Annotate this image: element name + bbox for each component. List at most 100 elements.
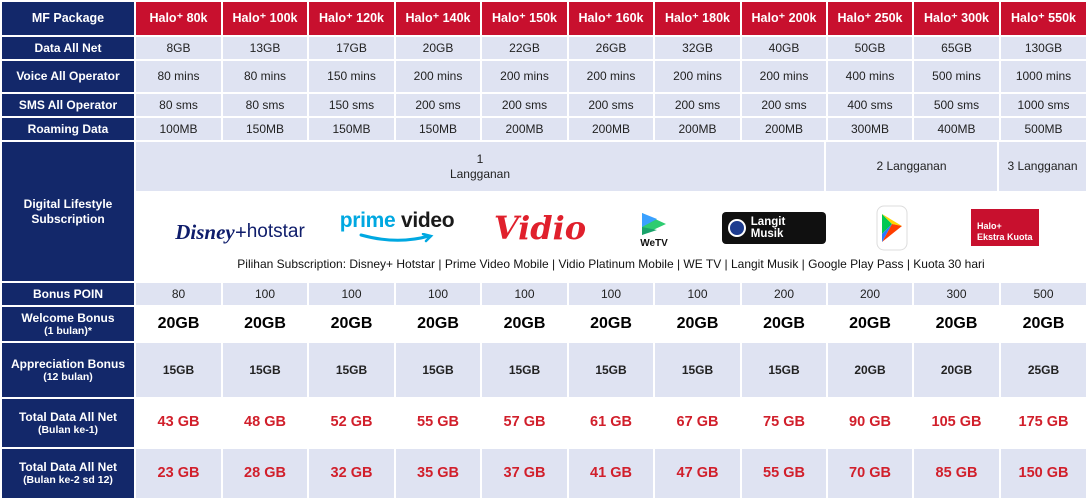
cell-value: 300 [946,286,967,301]
cell-value: 15GB [508,362,541,377]
cell-value: 500 sms [933,97,980,112]
cell-value: 8GB [166,40,191,55]
cell-value: 200MB [764,121,804,136]
cell-value: 200 mins [413,69,463,84]
cell-value: 1000 mins [1015,69,1072,84]
cell-value: 35 GB [417,464,459,481]
package-header-4: Halo⁺ 140k [396,2,480,35]
cell-value: 55 GB [763,464,805,481]
langit-circle-icon [728,219,746,237]
row-roaming-cell-9: 300MB [828,118,912,140]
row-data-all-net-cell-3: 17GB [309,37,394,59]
lifestyle-label-cell: Digital Lifestyle Subscription [2,142,134,281]
package-name: Halo⁺ 180k [665,11,730,25]
row-welcome-cell-11: 20GB [1001,307,1086,341]
row-label-appreciation: Appreciation Bonus (12 bulan) [2,343,134,397]
row-total2-cell-4: 35 GB [396,449,480,498]
row-label-total1: Total Data All Net (Bulan ke-1) [2,399,134,447]
row-appreciation-cell-6: 15GB [569,343,653,397]
row-roaming-cell-6: 200MB [569,118,653,140]
google-play-pass-icon [876,205,908,251]
cell-value: 150MB [418,121,458,136]
row-sms-cell-8: 200 sms [742,94,826,116]
row-voice-cell-4: 200 mins [396,61,480,92]
package-header-8: Halo⁺ 200k [742,2,826,35]
row-label-sms: SMS All Operator [2,94,134,116]
lifestyle-label-line1: Digital Lifestyle [23,197,113,212]
row-label-text: Welcome Bonus [21,310,115,325]
row-roaming-cell-3: 150MB [309,118,394,140]
row-sms-cell-3: 150 sms [309,94,394,116]
row-label-text: Appreciation Bonus [10,356,125,371]
row-voice-cell-9: 400 mins [828,61,912,92]
package-name: Halo⁺ 300k [924,11,989,25]
logos-area [136,193,1086,281]
cell-value: 100MB [159,121,198,136]
cell-value: 100 [427,286,449,301]
package-name: Halo⁺ 160k [578,11,644,25]
cell-value: 48 GB [244,414,286,431]
cell-value: 70 GB [849,464,891,481]
google-play-pass-logo [872,203,912,253]
row-voice-cell-5: 200 mins [482,61,567,92]
package-header-7: Halo⁺ 180k [655,2,740,35]
cell-value: 20GB [417,315,459,333]
cell-value: 17GB [336,40,367,55]
row-appreciation-cell-2: 15GB [223,343,307,397]
package-name: Halo⁺ 550k [1011,11,1076,25]
package-name: Halo⁺ 80k [149,11,208,25]
row-total1-cell-10: 105 GB [914,399,999,447]
row-voice-cell-2: 80 mins [223,61,307,92]
cell-value: 200MB [591,121,631,136]
cell-value: 23 GB [157,464,200,481]
cell-value: 32GB [682,40,713,55]
cell-value: 80 sms [159,97,198,112]
cell-value: 20GB [157,315,200,333]
row-sms-cell-4: 200 sms [396,94,480,116]
package-name: Halo⁺ 200k [751,11,817,25]
cell-value: 20GB [849,315,891,333]
row-appreciation-cell-3: 15GB [309,343,394,397]
row-total2-cell-6: 41 GB [569,449,653,498]
cell-value: 40GB [768,40,800,55]
cell-value: 67 GB [676,414,719,431]
row-total1-cell-2: 48 GB [223,399,307,447]
cell-value: 100 [514,286,535,301]
row-data-all-net-cell-7: 32GB [655,37,740,59]
row-total2-cell-5: 37 GB [482,449,567,498]
row-label-text: Total Data All Net [18,460,117,474]
row-label-text: Data All Net [34,40,102,55]
cell-value: 15GB [422,362,454,377]
vidio-logo: Vidio [488,206,592,250]
cell-value: 75 GB [763,414,805,431]
corner-label: MF Package [31,11,105,25]
hotstar-text-a: Disney+ [175,219,247,244]
row-bonus-poin-cell-6: 100 [569,283,653,305]
cell-value: 20GB [503,315,546,333]
cell-value: 50GB [854,40,886,55]
row-bonus-poin-cell-10: 300 [914,283,999,305]
row-data-all-net-cell-2: 13GB [223,37,307,59]
halo-extra-line2: Ekstra Kuota [977,231,1033,242]
row-label-total2: Total Data All Net (Bulan ke-2 sd 12) [2,449,134,498]
row-welcome-cell-8: 20GB [742,307,826,341]
row-total1-cell-7: 67 GB [655,399,740,447]
cell-value: 15GB [768,362,800,377]
row-voice-cell-8: 200 mins [742,61,826,92]
package-header-6: Halo⁺ 160k [569,2,653,35]
row-appreciation-cell-4: 15GB [396,343,480,397]
row-sms-cell-9: 400 sms [828,94,912,116]
cell-value: 300MB [850,121,890,136]
row-total2-cell-2: 28 GB [223,449,307,498]
cell-value: 47 GB [676,464,719,481]
row-label-data-all-net: Data All Net [2,37,134,59]
cell-value: 15GB [335,362,368,377]
cell-value: 52 GB [330,414,373,431]
row-appreciation-cell-5: 15GB [482,343,567,397]
cell-value: 41 GB [590,464,632,481]
row-voice-cell-6: 200 mins [569,61,653,92]
cell-value: 15GB [249,362,281,377]
cell-value: 22GB [509,40,540,55]
row-label-text: Bonus POIN [32,286,103,301]
